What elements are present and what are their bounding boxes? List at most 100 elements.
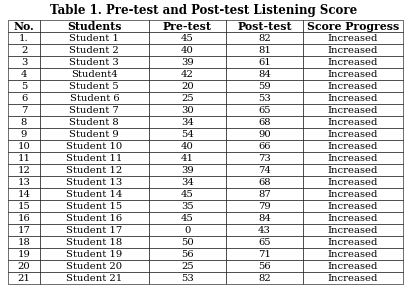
Text: Table 1. Pre-test and Post-test Listening Score: Table 1. Pre-test and Post-test Listenin… [50, 3, 357, 17]
Text: Score Progress: Score Progress [307, 21, 399, 32]
Text: 53: 53 [181, 274, 194, 283]
Text: Increased: Increased [328, 214, 378, 223]
Text: 53: 53 [258, 94, 271, 102]
Text: Increased: Increased [328, 46, 378, 55]
Text: 18: 18 [18, 238, 31, 247]
Text: 4: 4 [21, 70, 27, 79]
Text: 42: 42 [181, 70, 194, 79]
Text: 1.: 1. [19, 34, 29, 42]
Text: 15: 15 [18, 202, 31, 211]
Text: 25: 25 [181, 262, 194, 271]
Text: Student 11: Student 11 [66, 154, 123, 163]
Text: 56: 56 [181, 250, 194, 259]
Text: Increased: Increased [328, 130, 378, 139]
Text: 11: 11 [18, 154, 31, 163]
Text: Increased: Increased [328, 250, 378, 259]
Text: Student 19: Student 19 [66, 250, 123, 259]
Text: Increased: Increased [328, 141, 378, 151]
Text: Students: Students [67, 21, 122, 32]
Text: 90: 90 [258, 130, 271, 139]
Text: 5: 5 [21, 82, 27, 91]
Text: 65: 65 [258, 238, 271, 247]
Text: 39: 39 [181, 166, 194, 174]
Text: 2: 2 [21, 46, 27, 55]
Text: 16: 16 [18, 214, 31, 223]
Text: Student 10: Student 10 [66, 141, 123, 151]
Text: Increased: Increased [328, 166, 378, 174]
Text: Increased: Increased [328, 262, 378, 271]
Text: Increased: Increased [328, 70, 378, 79]
Text: Increased: Increased [328, 118, 378, 127]
Text: 34: 34 [181, 178, 194, 187]
Text: 61: 61 [258, 58, 271, 67]
Text: Increased: Increased [328, 154, 378, 163]
Text: Increased: Increased [328, 274, 378, 283]
Text: Student 12: Student 12 [66, 166, 123, 174]
Text: 41: 41 [181, 154, 194, 163]
Text: 40: 40 [181, 141, 194, 151]
Text: Student 1: Student 1 [70, 34, 119, 42]
Text: Student 17: Student 17 [66, 226, 123, 234]
Text: Student 18: Student 18 [66, 238, 123, 247]
Text: 0: 0 [184, 226, 190, 234]
Text: 56: 56 [258, 262, 271, 271]
Text: 73: 73 [258, 154, 271, 163]
Text: 43: 43 [258, 226, 271, 234]
Text: 9: 9 [21, 130, 27, 139]
Text: 45: 45 [181, 214, 194, 223]
Text: 13: 13 [18, 178, 31, 187]
Text: 68: 68 [258, 178, 271, 187]
Text: 34: 34 [181, 118, 194, 127]
Text: Student 20: Student 20 [66, 262, 123, 271]
Text: Student 9: Student 9 [70, 130, 119, 139]
Text: 87: 87 [258, 190, 271, 199]
Text: 6: 6 [21, 94, 27, 102]
Text: 79: 79 [258, 202, 271, 211]
Text: 50: 50 [181, 238, 194, 247]
Text: Pre-test: Pre-test [163, 21, 212, 32]
Text: Post-test: Post-test [237, 21, 292, 32]
Text: Increased: Increased [328, 238, 378, 247]
Text: Student 6: Student 6 [70, 94, 119, 102]
Text: Increased: Increased [328, 58, 378, 67]
Text: 19: 19 [18, 250, 31, 259]
Text: Student 2: Student 2 [70, 46, 119, 55]
Text: Student 15: Student 15 [66, 202, 123, 211]
Text: Student4: Student4 [71, 70, 118, 79]
Text: 45: 45 [181, 190, 194, 199]
Text: 84: 84 [258, 214, 271, 223]
Text: 12: 12 [18, 166, 31, 174]
Text: 65: 65 [258, 106, 271, 115]
Text: Increased: Increased [328, 190, 378, 199]
Text: Student 8: Student 8 [70, 118, 119, 127]
Text: Student 16: Student 16 [66, 214, 123, 223]
Text: 59: 59 [258, 82, 271, 91]
Text: Student 5: Student 5 [70, 82, 119, 91]
Text: 71: 71 [258, 250, 271, 259]
Text: No.: No. [14, 21, 35, 32]
Text: 14: 14 [18, 190, 31, 199]
Text: 8: 8 [21, 118, 27, 127]
Text: 66: 66 [258, 141, 271, 151]
Text: 30: 30 [181, 106, 194, 115]
Text: 54: 54 [181, 130, 194, 139]
Text: 81: 81 [258, 46, 271, 55]
Text: 3: 3 [21, 58, 27, 67]
Text: Increased: Increased [328, 106, 378, 115]
Text: Student 7: Student 7 [70, 106, 119, 115]
Text: 82: 82 [258, 34, 271, 42]
Text: 68: 68 [258, 118, 271, 127]
Text: Student 14: Student 14 [66, 190, 123, 199]
Text: Increased: Increased [328, 94, 378, 102]
Text: 25: 25 [181, 94, 194, 102]
Text: 40: 40 [181, 46, 194, 55]
Text: 21: 21 [18, 274, 31, 283]
Text: Student 13: Student 13 [66, 178, 123, 187]
Text: Increased: Increased [328, 82, 378, 91]
Text: Increased: Increased [328, 34, 378, 42]
Text: 20: 20 [181, 82, 194, 91]
Text: Increased: Increased [328, 226, 378, 234]
Text: Student 21: Student 21 [66, 274, 123, 283]
Text: Student 3: Student 3 [70, 58, 119, 67]
Text: 84: 84 [258, 70, 271, 79]
